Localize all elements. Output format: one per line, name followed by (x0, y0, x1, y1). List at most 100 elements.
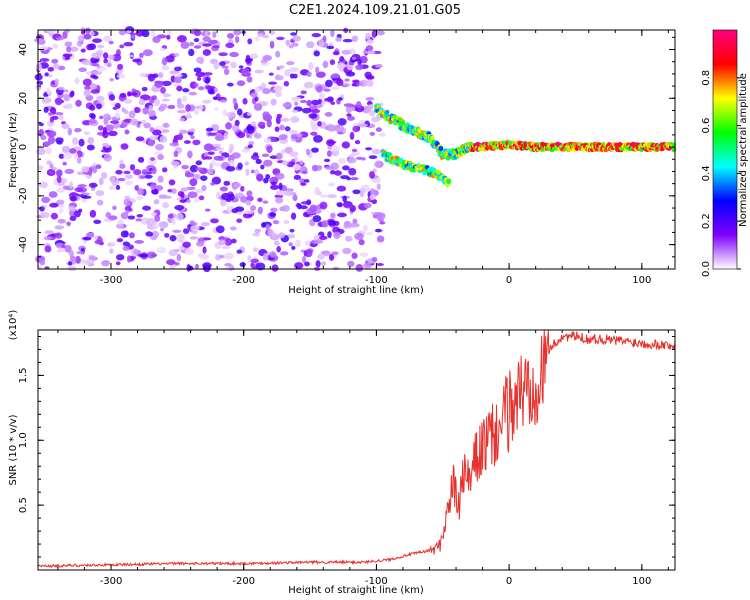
heatmap-cell (163, 195, 172, 199)
heatmap-cell (43, 106, 49, 113)
heatmap-cell (236, 249, 243, 254)
heatmap-cell (102, 126, 107, 135)
colorbar-tick-label: 0.0 (701, 261, 712, 277)
heatmap-cell (365, 97, 375, 101)
heatmap-cell (346, 64, 354, 71)
heatmap-cell (276, 36, 285, 41)
heatmap-cell (39, 206, 45, 212)
heatmap-cell (101, 260, 110, 267)
spectrogram-y-axis-label: Frequency (Hz) (8, 112, 19, 188)
heatmap-cell (343, 220, 352, 227)
heatmap-cell (346, 113, 352, 117)
heatmap-cell (152, 73, 159, 79)
heatmap-cell (177, 73, 183, 78)
heatmap-cell (326, 139, 335, 147)
heatmap-cell (38, 122, 44, 127)
heatmap-cell (284, 69, 291, 77)
heatmap-cell (52, 63, 60, 69)
heatmap-cell (103, 58, 108, 64)
heatmap-cell (266, 119, 272, 128)
heatmap-cell (319, 194, 328, 198)
heatmap-cell (73, 210, 81, 218)
heatmap-cell (299, 160, 304, 165)
heatmap-cell (329, 59, 336, 66)
heatmap-cell (338, 97, 343, 101)
heatmap-cell (270, 181, 277, 186)
heatmap-cell (123, 99, 133, 104)
heatmap-cell (346, 177, 352, 181)
heatmap-cell (330, 212, 336, 219)
heatmap-cell (205, 127, 214, 132)
heatmap-cell (224, 262, 232, 267)
heatmap-cell (167, 104, 176, 110)
heatmap-cell (269, 212, 277, 217)
heatmap-cell (159, 103, 168, 110)
heatmap-cell (245, 195, 254, 202)
heatmap-cell (124, 129, 130, 135)
heatmap-cell (366, 39, 375, 45)
colorbar: 0.0 0.2 0.4 0.6 0.8 Normalized spectral ampl… (701, 29, 749, 277)
heatmap-cell (230, 226, 237, 231)
heatmap-cell (58, 153, 65, 159)
heatmap-cell (262, 88, 271, 95)
heatmap-cell (69, 192, 79, 197)
heatmap-cell (179, 117, 185, 122)
heatmap-cell (341, 49, 352, 55)
heatmap-cell (83, 131, 91, 136)
heatmap-cell (280, 117, 290, 122)
heatmap-cell (149, 157, 156, 161)
heatmap-cell (99, 115, 104, 120)
heatmap-cell (306, 41, 315, 49)
heatmap-cell (100, 149, 110, 153)
heatmap-cell (166, 30, 172, 35)
heatmap-cell (218, 239, 226, 246)
heatmap-cell (168, 249, 178, 257)
heatmap-cell (291, 96, 302, 102)
heatmap-cell (190, 225, 200, 231)
heatmap-cell (198, 104, 204, 111)
heatmap-cell (122, 245, 130, 251)
heatmap-cell (90, 89, 100, 94)
heatmap-cell (61, 123, 70, 130)
heatmap-cell (240, 149, 251, 153)
heatmap-cell (207, 132, 217, 136)
heatmap-cell (342, 165, 350, 171)
heatmap-cell (378, 132, 386, 137)
heatmap-cell (294, 101, 299, 106)
heatmap-cell (69, 46, 79, 52)
heatmap-cell (109, 77, 114, 82)
heatmap-cell (310, 147, 319, 153)
heatmap-cell (56, 187, 65, 193)
heatmap-cell (279, 124, 285, 131)
heatmap-cell (221, 65, 229, 69)
heatmap-cell (182, 241, 191, 248)
heatmap-cell (371, 148, 382, 155)
heatmap-cell (204, 30, 209, 39)
heatmap-cell (358, 188, 366, 195)
x-tick-label: 0 (506, 275, 512, 286)
heatmap-cell (336, 202, 343, 208)
heatmap-cell (345, 71, 356, 77)
heatmap-cell (368, 155, 378, 160)
heatmap-cell (120, 230, 129, 238)
heatmap-cell (250, 92, 258, 98)
heatmap-cell (151, 230, 159, 239)
heatmap-cell (213, 61, 220, 70)
heatmap-cell (147, 139, 155, 147)
heatmap-cell (33, 38, 44, 43)
heatmap-cell (78, 138, 85, 147)
heatmap-cell (308, 113, 318, 119)
heatmap-cell (331, 251, 339, 255)
x-tick-label: 100 (632, 275, 651, 286)
heatmap-cell (67, 265, 77, 272)
heatmap-cell (192, 139, 201, 146)
heatmap-cell (37, 165, 44, 170)
heatmap-cell (354, 140, 361, 145)
heatmap-cell (68, 205, 76, 211)
heatmap-cell (202, 72, 213, 76)
y-tick-label: 40 (18, 43, 29, 56)
heatmap-cell (175, 234, 185, 242)
heatmap-cell (262, 34, 270, 39)
heatmap-cell (142, 205, 152, 211)
heatmap-cell (64, 168, 75, 175)
